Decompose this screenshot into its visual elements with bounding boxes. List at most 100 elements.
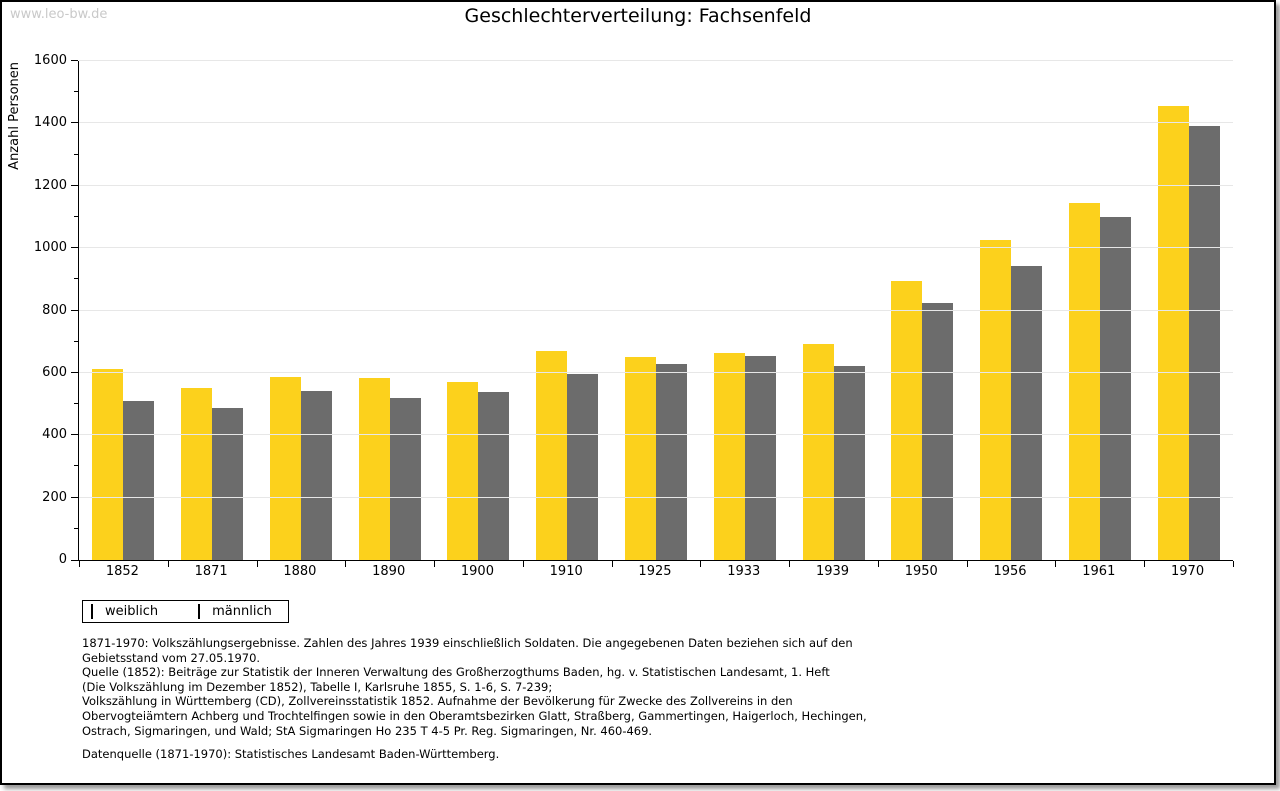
x-axis-labels: 1852 1871 1880 1890 1900 1910 1925 1933 1939 1950… [78, 564, 1232, 579]
y-tick-minor-1100 [74, 215, 78, 217]
y-tick-major-400 [71, 434, 78, 436]
y-tick-major-1600 [71, 60, 78, 61]
bar-group-1970 [1144, 61, 1233, 560]
watermark-url: www.leo-bw.de [10, 7, 108, 22]
bar-group-1880 [257, 61, 346, 560]
bar-group-1939 [789, 61, 878, 560]
bar-group-1925 [612, 61, 701, 560]
bar-group-1890 [345, 61, 434, 560]
x-tick-10 [966, 561, 968, 567]
x-tick-0 [79, 561, 80, 567]
bar-group-1956 [967, 61, 1056, 560]
legend-label-männlich: männlich [212, 604, 272, 619]
footer-line-4: (Die Volkszählung im Dezember 1852), Tab… [82, 679, 553, 694]
bar-männlich-1880 [300, 391, 332, 560]
footer-line-3: Quelle (1852): Beiträge zur Statistik de… [82, 665, 830, 680]
bars-container [79, 61, 1233, 560]
gridline-1400 [79, 122, 1233, 124]
y-tick-minor-1300 [74, 153, 78, 155]
y-tick-label-1600: 1600 [33, 53, 67, 68]
bar-weiblich-1880 [269, 377, 301, 560]
bar-männlich-1852 [123, 401, 155, 560]
y-tick-label-1400: 1400 [33, 115, 67, 131]
gridline-800 [79, 309, 1233, 311]
bar-group-1871 [168, 61, 257, 560]
y-tick-label-800: 800 [42, 302, 67, 318]
y-tick-major-200 [71, 496, 78, 498]
bar-männlich-1890 [389, 398, 421, 560]
chart-title: Geschlechterverteilung: Fachsenfeld [464, 5, 812, 27]
gridline-600 [79, 371, 1233, 373]
y-tick-major-1000 [71, 247, 78, 249]
x-axis-label-1852: 1852 [105, 564, 139, 579]
x-tick-7 [700, 561, 702, 567]
bar-männlich-1970 [1188, 126, 1220, 560]
bar-weiblich-1871 [181, 388, 213, 560]
x-axis-label-1900: 1900 [460, 564, 494, 579]
x-tick-8 [789, 561, 791, 567]
bar-group-1852 [79, 61, 168, 560]
y-axis-title: Anzahl Personen [7, 62, 22, 170]
x-axis-label-1939: 1939 [815, 564, 850, 579]
bar-weiblich-1900 [447, 382, 479, 560]
x-axis-label-1871: 1871 [194, 564, 228, 579]
x-axis-label-1956: 1956 [993, 564, 1027, 579]
footer-line-5: Volkszählung in Württemberg (CD), Zollve… [82, 694, 793, 709]
bar-group-1910 [523, 61, 612, 560]
bar-group-1950 [878, 61, 967, 560]
legend-box: weiblich männlich [82, 600, 289, 623]
x-axis-label-1890: 1890 [372, 564, 406, 579]
x-tick-1 [167, 561, 169, 567]
x-tick-2 [256, 561, 258, 567]
legend-swatch-männlich [198, 604, 201, 619]
legend-label-weiblich: weiblich [105, 604, 159, 619]
x-axis-label-1910: 1910 [549, 564, 583, 579]
y-tick-minor-100 [74, 527, 78, 529]
plot-area: 0 200 400 600 800 1000 1200 1400 1600 [34, 53, 1234, 567]
gridline-1200 [79, 184, 1233, 186]
x-tick-9 [877, 561, 879, 567]
y-tick-label-400: 400 [42, 427, 67, 443]
x-tick-4 [434, 561, 436, 567]
y-tick-label-0: 0 [58, 552, 67, 567]
y-tick-minor-1500 [74, 91, 78, 93]
bar-group-1961 [1055, 61, 1144, 560]
bar-weiblich-1890 [358, 378, 390, 560]
y-tick-minor-500 [74, 403, 78, 405]
bar-weiblich-1950 [891, 281, 923, 560]
y-tick-major-800 [71, 309, 78, 311]
bar-männlich-1871 [212, 408, 244, 560]
y-tick-major-1200 [71, 184, 78, 186]
bar-männlich-1900 [478, 392, 510, 560]
bar-männlich-1961 [1099, 217, 1131, 560]
y-tick-major-1400 [71, 122, 78, 124]
bar-weiblich-1939 [802, 344, 834, 560]
x-axis-label-1970: 1970 [1171, 564, 1205, 579]
gridline-200 [79, 496, 1233, 498]
bar-weiblich-1852 [92, 369, 124, 560]
bar-männlich-1910 [567, 374, 599, 560]
x-tick-11 [1055, 561, 1057, 567]
x-axis-label-1880: 1880 [283, 564, 317, 579]
bar-männlich-1950 [922, 303, 954, 560]
footer-line-2: Gebietsstand vom 27.05.1970. [82, 650, 261, 665]
bar-weiblich-1925 [624, 357, 656, 560]
y-tick-label-200: 200 [42, 489, 67, 505]
legend-swatch-weiblich [91, 604, 93, 619]
bar-weiblich-1910 [536, 351, 568, 560]
y-tick-minor-300 [74, 465, 78, 467]
bar-männlich-1933 [744, 356, 776, 560]
gridline-1600 [79, 60, 1233, 61]
x-tick-13 [1233, 561, 1234, 567]
footer-datasource: Datenquelle (1871-1970): Statistisches L… [82, 747, 500, 762]
bar-männlich-1956 [1011, 266, 1043, 560]
footer-line-7: Ostrach, Sigmaringen, und Wald; StA Sigm… [82, 723, 653, 738]
footer-line-1: 1871-1970: Volkszählungsergebnisse. Zahl… [82, 636, 853, 650]
footer-source-text: 1871-1970: Volkszählungsergebnisse. Zahl… [82, 636, 867, 738]
bar-weiblich-1961 [1068, 203, 1100, 560]
bar-group-1900 [434, 61, 523, 560]
bar-männlich-1939 [833, 366, 865, 560]
x-tick-6 [611, 561, 613, 567]
y-tick-label-1200: 1200 [33, 177, 67, 193]
x-tick-3 [345, 561, 347, 567]
